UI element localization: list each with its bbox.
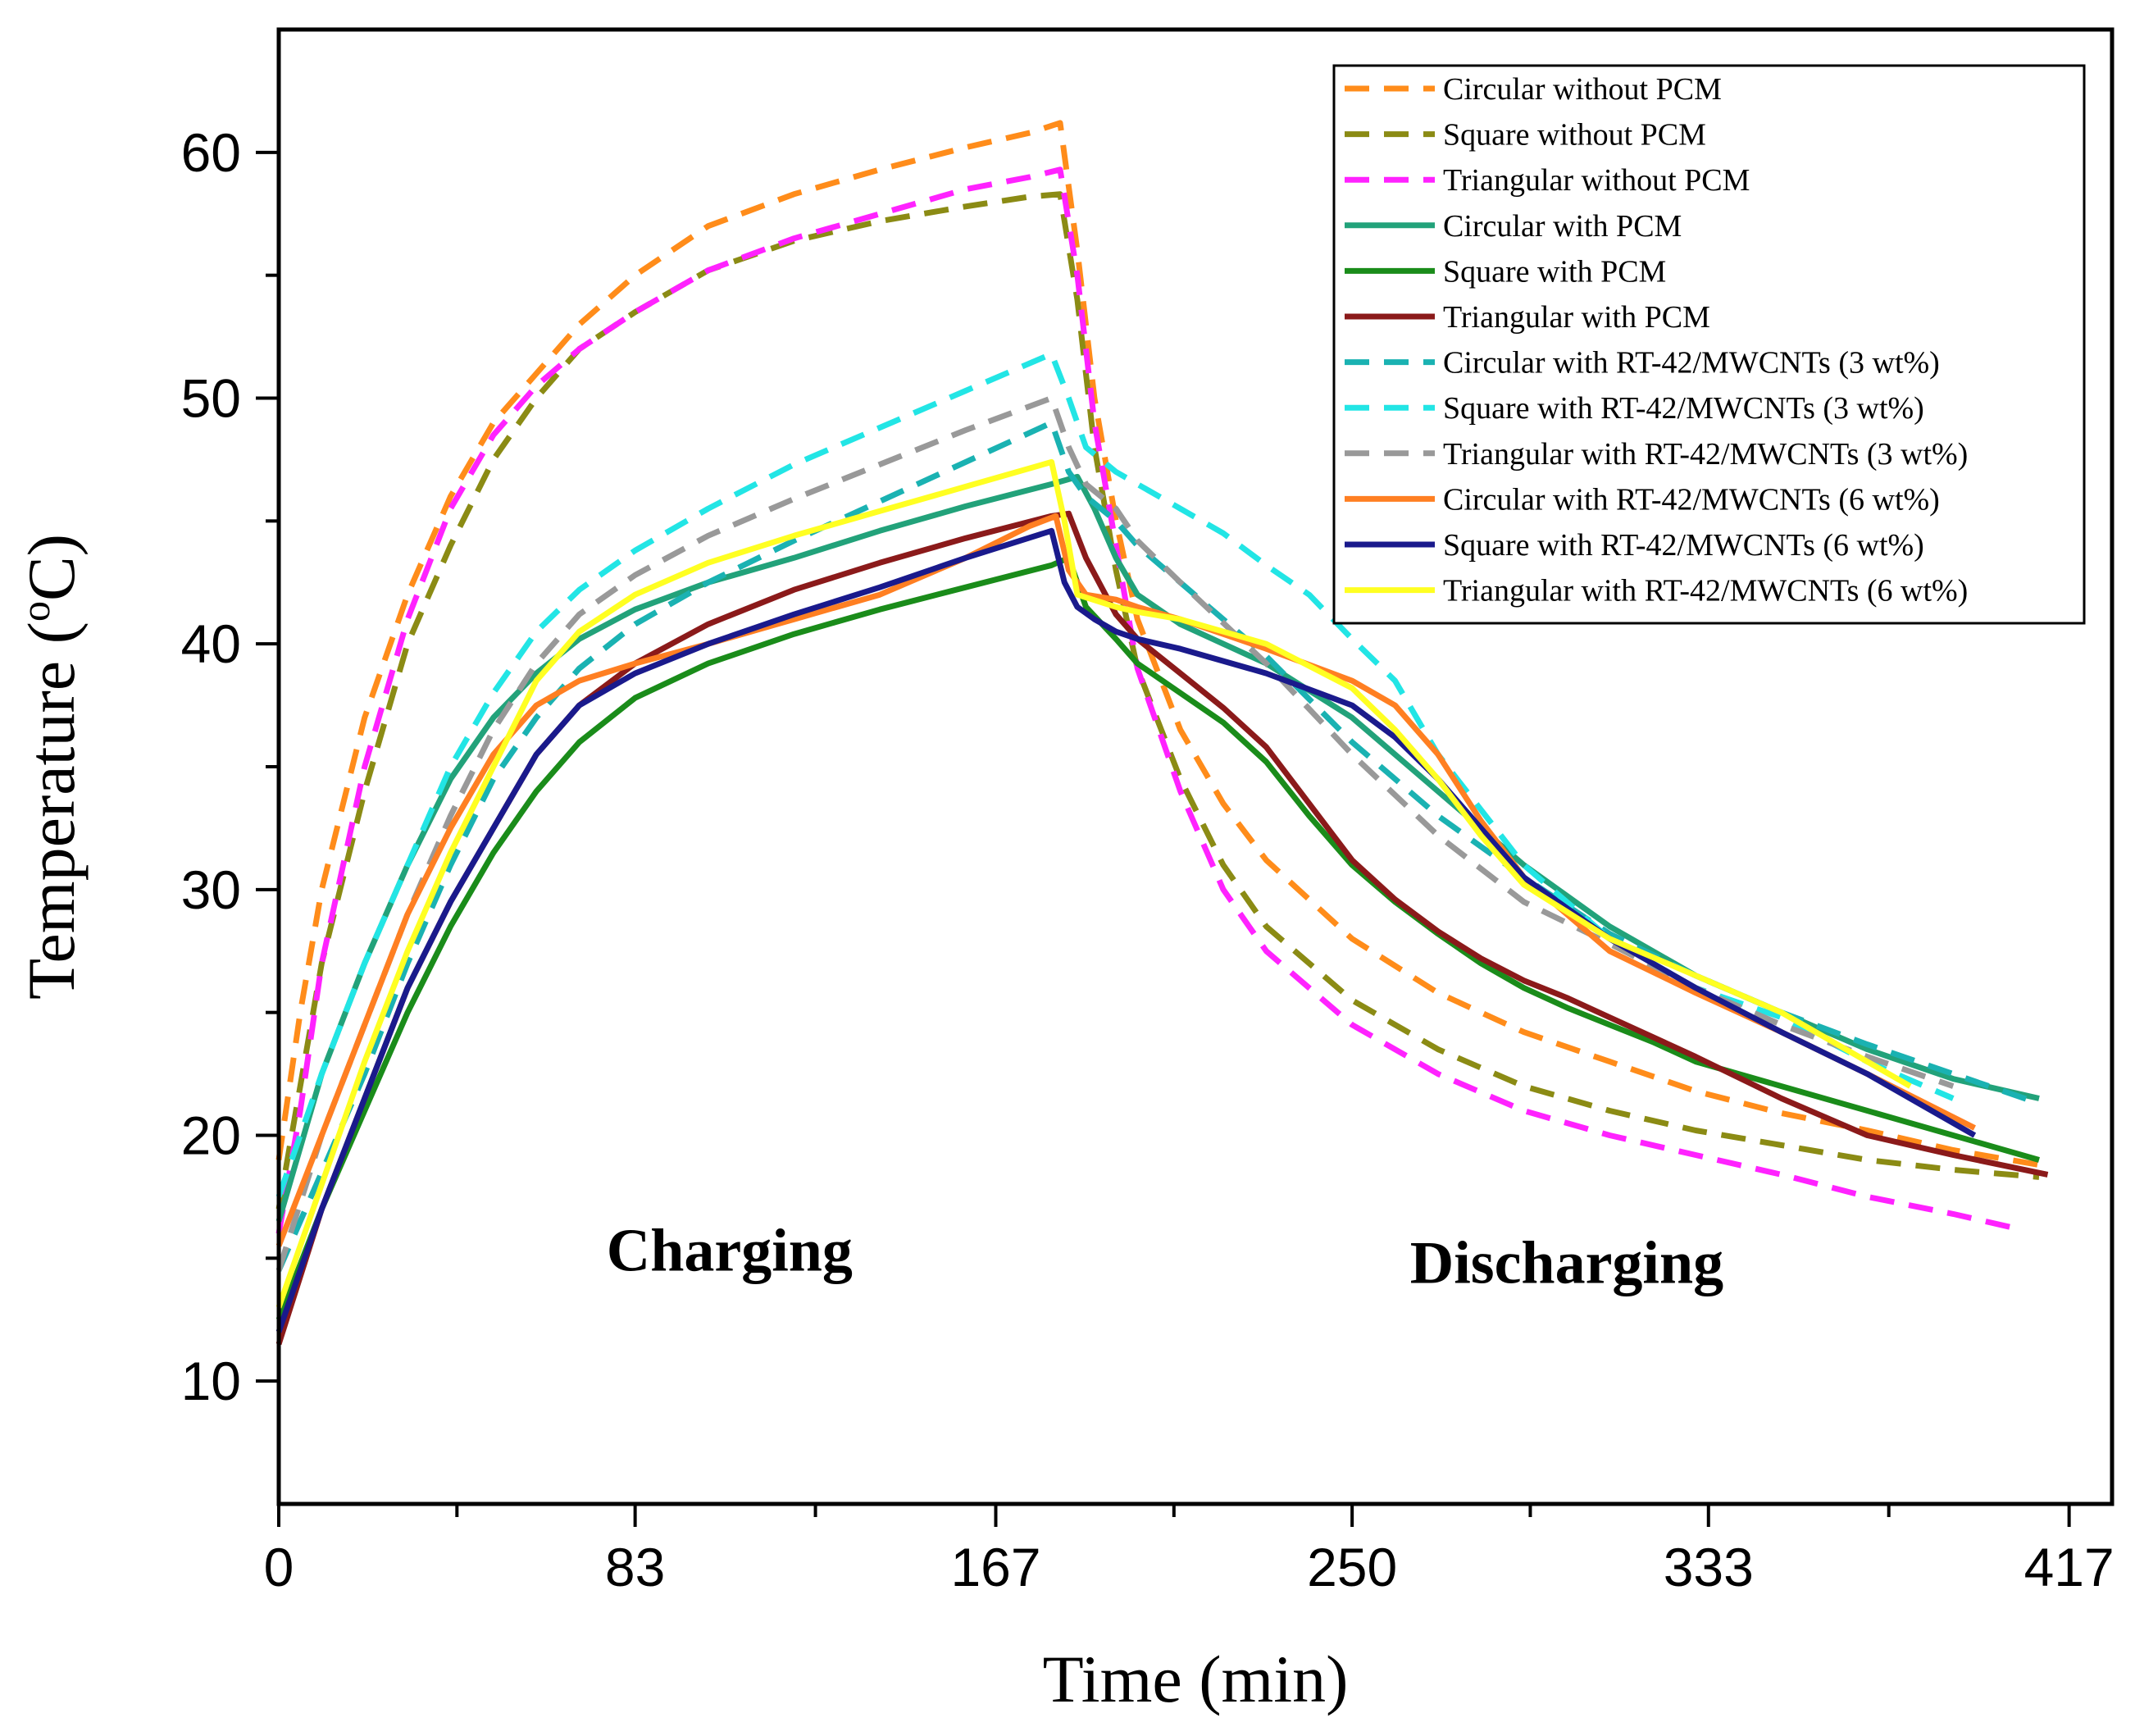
- plot-frame: [276, 27, 2115, 1506]
- tick-labels: 0 83 167 250 333 417 10 20 30 40 50 60: [181, 122, 2115, 1597]
- legend-label: Triangular with RT-42/MWCNTs (3 wt%): [1443, 437, 1968, 472]
- y-tick-label: 30: [181, 859, 241, 920]
- legend-label: Circular with RT-42/MWCNTs (6 wt%): [1443, 482, 1940, 517]
- phase-annotation: Charging: [607, 1217, 853, 1284]
- legend-label: Square with RT-42/MWCNTs (6 wt%): [1443, 528, 1924, 563]
- legend: Circular without PCM Square without PCM Tr…: [1332, 64, 2086, 625]
- series-line: [275, 420, 2041, 1272]
- x-tick-label: 417: [2024, 1537, 2115, 1597]
- legend-label: Circular with PCM: [1443, 209, 1682, 244]
- y-axis-title: Temperature (oC): [12, 534, 89, 1000]
- legend-label: Triangular with RT-42/MWCNTs (6 wt%): [1443, 574, 1968, 608]
- legend-label: Square with RT-42/MWCNTs (3 wt%): [1443, 391, 1924, 426]
- x-tick-label: 250: [1307, 1537, 1397, 1597]
- x-tick-label: 333: [1664, 1537, 1754, 1597]
- tick-marks: [256, 150, 2071, 1527]
- series-line: [275, 395, 1955, 1272]
- series-line: [275, 510, 2049, 1346]
- legend-box: [1332, 64, 2086, 625]
- x-axis-title: Time (min): [1043, 1642, 1349, 1716]
- series-line: [275, 166, 2019, 1235]
- x-tick-label: 0: [264, 1537, 294, 1597]
- y-tick-label: 20: [181, 1105, 241, 1166]
- series-line: [275, 120, 2040, 1168]
- legend-label: Square without PCM: [1443, 118, 1706, 153]
- series-line: [275, 527, 1977, 1333]
- x-tick-label: 167: [950, 1537, 1040, 1597]
- legend-label: Triangular with PCM: [1443, 300, 1710, 335]
- series-line: [275, 351, 1955, 1198]
- y-axis-title-degree: o: [12, 601, 58, 622]
- series-lines: [275, 120, 2049, 1346]
- y-tick-label: 10: [181, 1351, 241, 1411]
- y-axis-title-main: Temperature (: [14, 622, 89, 1000]
- legend-label: Circular without PCM: [1443, 72, 1722, 107]
- legend-label: Triangular without PCM: [1443, 163, 1750, 198]
- legend-label: Circular with RT-42/MWCNTs (3 wt%): [1443, 346, 1940, 380]
- y-tick-label: 40: [181, 613, 241, 674]
- series-line: [275, 458, 1912, 1309]
- series-line: [275, 473, 2040, 1223]
- y-axis-title-unit: C): [14, 534, 89, 601]
- y-tick-label: 60: [181, 122, 241, 183]
- annotations: Charging Discharging: [607, 1217, 1723, 1296]
- phase-annotation: Discharging: [1410, 1229, 1723, 1296]
- series-line: [275, 554, 2040, 1321]
- x-tick-label: 83: [605, 1537, 665, 1597]
- y-tick-label: 50: [181, 368, 241, 429]
- legend-label: Square with PCM: [1443, 254, 1666, 289]
